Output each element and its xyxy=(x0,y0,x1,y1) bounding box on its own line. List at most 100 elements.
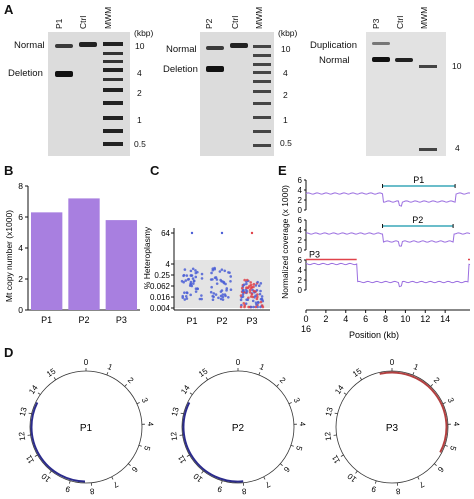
lane-label-mwm-right: MWM xyxy=(419,6,429,29)
chart-c-point xyxy=(256,300,260,304)
circle-tick-mark xyxy=(37,392,41,395)
circle-tick-mark xyxy=(124,384,128,387)
band-p3-normal xyxy=(372,57,390,62)
circle-tick-label: 12 xyxy=(169,431,179,442)
circle-tick-mark xyxy=(343,392,347,395)
chart-c-point xyxy=(249,295,253,298)
chart-e-xtick-label: 10 xyxy=(400,314,410,324)
circle-rearrangement-arc xyxy=(30,402,86,483)
lane-label-p1: P1 xyxy=(54,18,64,29)
circle-tick-mark xyxy=(53,377,57,381)
chart-e-coverage-line xyxy=(305,262,471,288)
chart-c-point xyxy=(239,298,243,302)
chart-c-point xyxy=(200,277,204,280)
chart-c-point xyxy=(241,293,245,296)
chart-c-point xyxy=(252,305,255,309)
chart-e-coverage-line xyxy=(305,232,471,247)
circle-tick-label: 14 xyxy=(333,383,346,396)
chart-c-xtick-label: P2 xyxy=(216,316,227,326)
chart-b-xtick-label: P2 xyxy=(78,315,89,325)
circle-tick-mark xyxy=(106,372,109,376)
chart-c-point xyxy=(194,290,198,293)
chart-c-point xyxy=(181,296,185,299)
chart-b-ytick-label: 4 xyxy=(18,243,23,253)
chart-c-point xyxy=(192,282,195,285)
chart-c-point xyxy=(194,275,198,279)
chart-c-point xyxy=(212,295,215,299)
circle-tick-label: 3 xyxy=(446,396,456,404)
chart-c-point xyxy=(186,278,190,281)
chart-e-ytick-label: 2 xyxy=(298,236,303,245)
chart-b-bar xyxy=(105,220,138,310)
gel-right-label-duplication: Duplication xyxy=(310,40,357,51)
chart-b-xtick-label: P3 xyxy=(116,315,127,325)
chart-e-xtick-label: 6 xyxy=(363,314,368,324)
circle-tick-label: 1 xyxy=(106,362,114,372)
circle-tick-mark xyxy=(258,372,261,376)
chart-c-point xyxy=(211,268,215,272)
chart-e-ytick-label: 0 xyxy=(298,246,303,255)
chart-c-point xyxy=(255,303,258,306)
circle-tick-label: 15 xyxy=(45,366,58,379)
chart-c-ytick-label: 0.062 xyxy=(150,282,171,291)
chart-c: % Heteroplasmy 64 4 0.25 0.062 0.016 0.004 P1… xyxy=(142,226,270,326)
chart-e-ytick-label: 4 xyxy=(298,186,303,195)
chart-c-point xyxy=(212,292,216,295)
circle-tick-label: 15 xyxy=(351,366,364,379)
chart-e-xtick-label: 4 xyxy=(343,314,348,324)
gel-right xyxy=(366,32,446,156)
circle-tick-label: 13 xyxy=(18,406,29,417)
band-p2-normal xyxy=(206,46,224,50)
panel-label-c: C xyxy=(150,163,160,178)
chart-c-point xyxy=(214,293,218,296)
chart-c-point xyxy=(244,302,248,305)
chart-c-ylabel: % Heteroplasmy xyxy=(142,226,152,289)
chart-e-xtick-label: 0 xyxy=(303,314,308,324)
chart-c-point xyxy=(255,297,259,301)
circle-tick-mark xyxy=(359,377,363,381)
marker-mid-4: 4 xyxy=(283,68,288,78)
chart-e-ytick-label: 0 xyxy=(298,206,303,215)
chart-b-ytick-label: 8 xyxy=(18,181,23,191)
chart-c-point xyxy=(213,266,216,270)
chart-b-ytick-label: 2 xyxy=(18,274,23,284)
chart-c-point xyxy=(221,295,225,299)
circle-tick-label: 13 xyxy=(324,406,335,417)
chart-c-point xyxy=(250,292,254,296)
circle-tick-mark xyxy=(201,470,204,474)
circle-tick-label: 11 xyxy=(330,453,342,465)
chart-b-bar xyxy=(30,212,63,310)
chart-c-point xyxy=(215,282,219,285)
circle-tick-label: 3 xyxy=(140,396,150,404)
chart-c-point xyxy=(184,279,188,282)
circle-tick-label: 0 xyxy=(390,358,395,367)
panel-label-a: A xyxy=(4,2,14,17)
chart-c-point xyxy=(189,280,193,284)
chart-b-ytick-label: 6 xyxy=(18,212,23,222)
chart-c-ytick-label: 64 xyxy=(161,229,170,238)
chart-c-point xyxy=(184,294,188,298)
circle-tick-mark xyxy=(49,470,52,474)
circle-tick-label: 5 xyxy=(142,445,152,453)
chart-c-point xyxy=(256,305,259,309)
chart-e-ytick-label: 4 xyxy=(298,266,303,275)
circle-tick-label: 2 xyxy=(126,376,136,386)
chart-c-point xyxy=(251,299,255,303)
chart-c-point xyxy=(244,288,248,291)
mwm-band-4 xyxy=(419,148,437,151)
chart-c-point xyxy=(211,298,215,301)
circle-tick-label: 6 xyxy=(436,465,446,475)
circle-tick-mark xyxy=(340,454,344,457)
chart-c-point xyxy=(224,282,227,286)
chart-e-xtick-label: 16 xyxy=(301,324,311,334)
chart-c-point xyxy=(220,289,224,292)
marker-right-10: 10 xyxy=(452,61,462,71)
chart-c-point xyxy=(245,282,248,286)
chart-c-ytick-label: 0.004 xyxy=(150,304,171,313)
chart-c-point xyxy=(241,295,245,298)
chart-c-point xyxy=(259,300,263,304)
lane-label-p3: P3 xyxy=(371,18,381,29)
marker-right-4: 4 xyxy=(455,143,460,153)
circle-rearrangement-arc xyxy=(379,371,448,453)
chart-c-point xyxy=(243,278,246,282)
